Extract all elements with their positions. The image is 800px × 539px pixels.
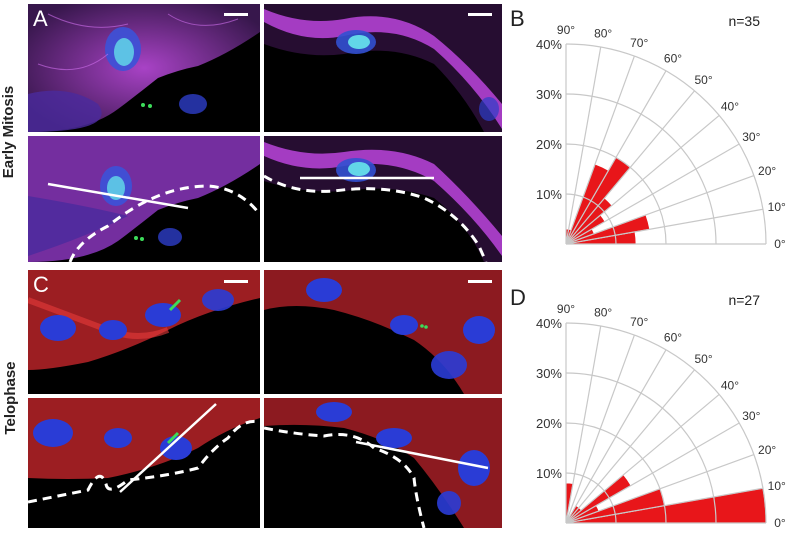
rose-radial-tick-label: 30% bbox=[536, 87, 562, 102]
rose-radial-tick-label: 20% bbox=[536, 416, 562, 431]
division-axis-line bbox=[47, 182, 189, 210]
rose-angle-tick-label: 30° bbox=[742, 130, 760, 144]
rose-grid-spoke bbox=[565, 334, 635, 524]
rose-grid-spoke bbox=[565, 114, 720, 245]
rose-radial-tick-label: 40% bbox=[536, 316, 562, 331]
rose-grid-ring bbox=[565, 472, 617, 524]
rose-angle-tick-label: 60° bbox=[664, 52, 682, 66]
rose-angle-tick-label: 0° bbox=[774, 516, 786, 530]
rose-angle-tick-label: 0° bbox=[774, 237, 786, 251]
micrograph-c-top-right bbox=[264, 270, 502, 394]
rose-radial-tick-label: 30% bbox=[536, 366, 562, 381]
row-label-early-mitosis: Early Mitosis bbox=[0, 85, 17, 179]
rose-grid-spoke bbox=[565, 369, 696, 524]
rose-grid-spoke bbox=[565, 90, 696, 245]
scale-bar bbox=[224, 13, 248, 16]
rose-grid-spoke bbox=[565, 46, 602, 245]
basal-boundary-dashed bbox=[264, 174, 488, 262]
scale-bar bbox=[224, 280, 248, 283]
rose-angle-tick-label: 80° bbox=[594, 305, 612, 319]
rose-diagram-d: 10% 20% 30% 40% 0° 10° 20° 30° 40° 50° 60° 70° 80° 90… bbox=[536, 292, 786, 530]
rose-radial-tick-label: 10% bbox=[536, 466, 562, 481]
basal-boundary-dashed bbox=[68, 184, 260, 262]
rose-grid-spoke bbox=[565, 143, 740, 245]
rose-radial-tick-label: 10% bbox=[536, 187, 562, 202]
rose-grid-ring bbox=[565, 143, 667, 245]
panel-letter-d: D bbox=[510, 285, 526, 310]
rose-grid-ring bbox=[565, 193, 617, 245]
row-label-telophase: Telophase bbox=[2, 361, 19, 435]
rose-angle-tick-label: 40° bbox=[721, 99, 739, 113]
rose-angle-tick-label: 10° bbox=[768, 200, 786, 214]
rose-angle-tick-label: 10° bbox=[768, 479, 786, 493]
micrograph-grid-a: A bbox=[28, 4, 502, 262]
panel-letter-b: B bbox=[510, 6, 525, 31]
rose-angle-tick-label: 70° bbox=[630, 315, 648, 329]
micrograph-a-bottom-left bbox=[28, 136, 260, 262]
rose-angle-tick-label: 50° bbox=[694, 352, 712, 366]
rose-grid-ring bbox=[565, 93, 717, 245]
micrograph-grid-c: C bbox=[28, 270, 502, 528]
rose-angle-tick-label: 50° bbox=[694, 73, 712, 87]
basal-boundary-dashed bbox=[264, 426, 426, 528]
micrograph-a-top-right bbox=[264, 4, 502, 132]
panel-letter-a: A bbox=[33, 6, 48, 31]
rose-angle-tick-label: 70° bbox=[630, 36, 648, 50]
division-axis-line bbox=[119, 403, 217, 493]
rose-grid-spoke bbox=[565, 208, 764, 245]
basal-boundary-dashed bbox=[28, 419, 260, 504]
rose-grid-spoke bbox=[565, 55, 635, 245]
division-axis-line bbox=[355, 440, 489, 470]
scale-bar bbox=[468, 13, 492, 16]
rose-grid-spoke bbox=[565, 422, 740, 524]
rose-radial-tick-label: 20% bbox=[536, 137, 562, 152]
rose-grid-ring bbox=[565, 43, 767, 245]
rose-grid-ring bbox=[565, 372, 717, 524]
rose-angle-tick-label: 20° bbox=[758, 164, 776, 178]
rose-angle-tick-label: 40° bbox=[721, 378, 739, 392]
rose-angle-tick-label: 20° bbox=[758, 443, 776, 457]
micrograph-a-top-left: A bbox=[28, 4, 260, 132]
micrograph-c-bottom-right bbox=[264, 398, 502, 528]
rose-n-label: n=27 bbox=[728, 292, 760, 308]
rose-grid-spoke bbox=[565, 175, 755, 245]
rose-grid-spoke bbox=[565, 393, 720, 524]
rose-grid-ring bbox=[565, 322, 767, 524]
panel-letter-c: C bbox=[33, 272, 49, 297]
rose-angle-tick-label: 80° bbox=[594, 26, 612, 40]
rose-n-label: n=35 bbox=[728, 13, 760, 29]
micrograph-a-bottom-right bbox=[264, 136, 502, 262]
rose-grid-spoke bbox=[565, 325, 602, 524]
micrograph-c-top-left: C bbox=[28, 270, 260, 394]
rose-radial-tick-label: 40% bbox=[536, 37, 562, 52]
rose-grid-spoke bbox=[565, 70, 667, 245]
rose-grid-spoke bbox=[565, 454, 755, 524]
rose-grid-ring bbox=[565, 422, 667, 524]
rose-grid-spoke bbox=[565, 349, 667, 524]
rose-angle-tick-label: 60° bbox=[664, 331, 682, 345]
rose-grid-spoke bbox=[565, 487, 764, 524]
micrograph-c-bottom-left bbox=[28, 398, 260, 528]
rose-angle-tick-label: 90° bbox=[557, 23, 575, 37]
rose-angle-tick-label: 30° bbox=[742, 409, 760, 423]
rose-diagram-b: 10% 20% 30% 40% 0° 10° 20° 30° 40° 50° 60° 70° 80° 90… bbox=[536, 13, 786, 251]
scale-bar bbox=[468, 280, 492, 283]
rose-angle-tick-label: 90° bbox=[557, 302, 575, 316]
